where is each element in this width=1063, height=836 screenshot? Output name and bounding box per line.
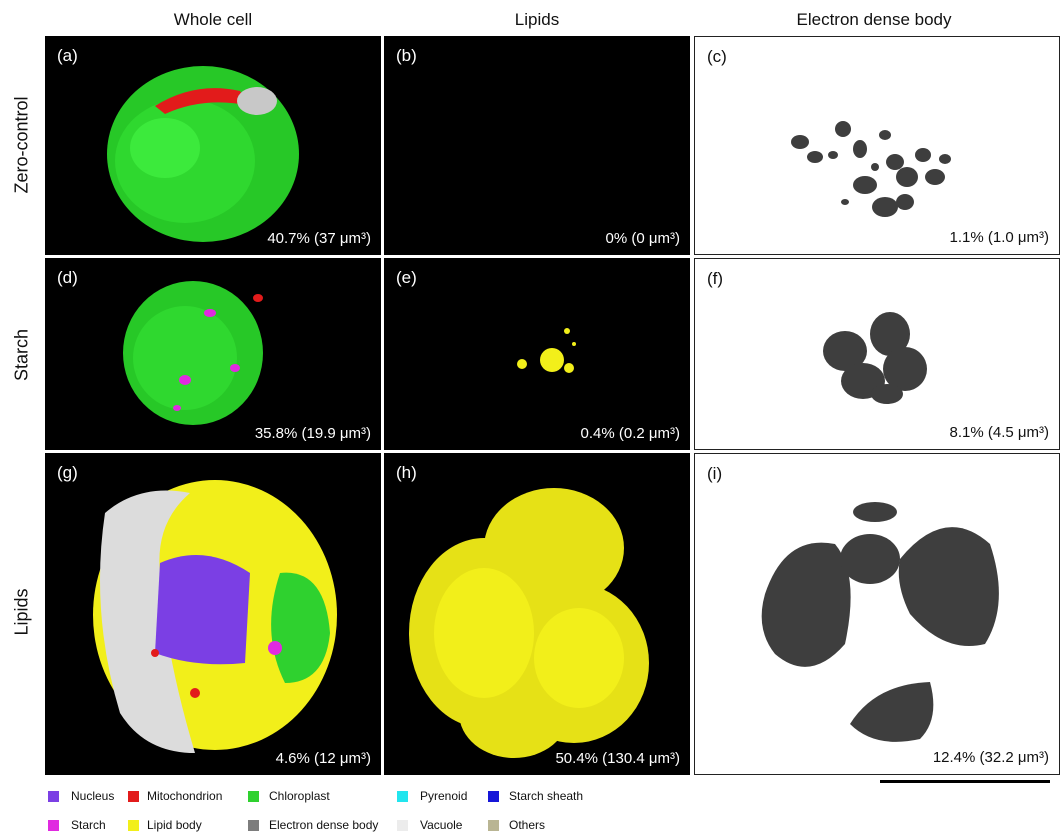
panel-letter: (e) — [396, 268, 417, 287]
panel-h: (h) 50.4% (130.4 μm³) — [384, 453, 690, 775]
lipids-lipids-render — [409, 488, 649, 758]
legend-item-mitochondrion: Mitochondrion — [128, 789, 222, 803]
column-header-lipids: Lipids — [514, 10, 560, 29]
legend-swatch — [488, 790, 499, 802]
row-label-lipids: Lipids — [11, 588, 32, 636]
panel-letter: (b) — [396, 46, 417, 65]
volume-label: 8.1% (4.5 μm³) — [949, 424, 1050, 441]
legend-swatch — [48, 790, 59, 802]
whole-cell-lipids-render — [93, 480, 337, 753]
row-label-starch: Starch — [11, 328, 32, 382]
legend-swatch — [397, 819, 408, 831]
legend-swatch — [128, 790, 139, 802]
legend-label: Nucleus — [71, 789, 115, 803]
legend-swatch — [248, 819, 259, 831]
legend-label: Electron dense body — [269, 818, 379, 832]
legend-label: Others — [509, 818, 546, 832]
legend-swatch — [488, 819, 499, 831]
panel-a: (a) 40.7% (37 μm³) — [45, 36, 381, 255]
panel-letter: (f) — [707, 269, 724, 288]
legend-item-vacuole: Vacuole — [397, 818, 462, 832]
legend-label: Starch — [71, 818, 106, 832]
panel-f: (f) 8.1% (4.5 μm³) — [694, 258, 1060, 450]
legend-swatch — [397, 790, 408, 802]
panel-letter: (d) — [57, 268, 78, 287]
legend-label: Chloroplast — [269, 789, 330, 803]
column-header-whole-cell: Whole cell — [173, 10, 253, 29]
legend-item-nucleus: Nucleus — [48, 789, 114, 803]
legend-item-electron-dense-body: Electron dense body — [248, 818, 378, 832]
panel-letter: (a) — [57, 46, 78, 65]
legend-label: Mitochondrion — [147, 789, 223, 803]
legend-item-starch-sheath: Starch sheath — [488, 789, 583, 803]
legend-swatch — [128, 819, 139, 831]
legend-item-pyrenoid: Pyrenoid — [397, 789, 467, 803]
legend-label: Pyrenoid — [420, 789, 468, 803]
volume-label: 0% (0 μm³) — [605, 230, 680, 247]
panel-g: (g) 4.6% (12 μm³) — [45, 453, 381, 775]
column-header-electron-dense-body: Electron dense body — [796, 10, 952, 29]
scale-bar — [880, 780, 1050, 783]
legend-label: Lipid body — [147, 818, 202, 832]
legend-label: Starch sheath — [509, 789, 584, 803]
panel-letter: (i) — [707, 464, 723, 483]
volume-label: 12.4% (32.2 μm³) — [932, 749, 1049, 766]
legend-item-chloroplast: Chloroplast — [248, 789, 330, 803]
panel-b: (b) 0% (0 μm³) — [384, 36, 690, 255]
legend-swatch — [48, 819, 59, 831]
volume-label: 40.7% (37 μm³) — [267, 230, 371, 247]
panel-letter: (c) — [707, 47, 727, 66]
row-label-zero-control: Zero-control — [11, 96, 32, 194]
electron-dense-body-starch-render — [823, 312, 927, 404]
whole-cell-zero-control-render — [107, 66, 299, 242]
panel-i: (i) 12.4% (32.2 μm³) — [694, 453, 1060, 775]
legend-label: Vacuole — [420, 818, 463, 832]
volume-label: 1.1% (1.0 μm³) — [949, 229, 1050, 246]
volume-label: 0.4% (0.2 μm³) — [580, 425, 681, 442]
whole-cell-starch-render — [123, 281, 263, 425]
volume-label: 35.8% (19.9 μm³) — [254, 425, 371, 442]
panel-d: (d) 35.8% (19.9 μm³) — [45, 258, 381, 450]
panel-letter: (h) — [396, 463, 417, 482]
volume-label: 4.6% (12 μm³) — [275, 750, 371, 767]
volume-label: 50.4% (130.4 μm³) — [555, 750, 680, 767]
legend-item-lipid-body: Lipid body — [128, 818, 202, 832]
legend-item-others: Others — [488, 818, 545, 832]
panel-e: (e) 0.4% (0.2 μm³) — [384, 258, 690, 450]
legend-swatch — [248, 790, 259, 802]
electron-dense-body-lipids-render — [761, 502, 999, 742]
panel-letter: (g) — [57, 463, 78, 482]
electron-dense-body-zero-control-render — [791, 121, 951, 217]
legend-item-starch: Starch — [48, 818, 106, 832]
panel-c: (c) 1.1% (1.0 μm³) — [694, 36, 1060, 255]
lipids-starch-render — [517, 328, 576, 373]
